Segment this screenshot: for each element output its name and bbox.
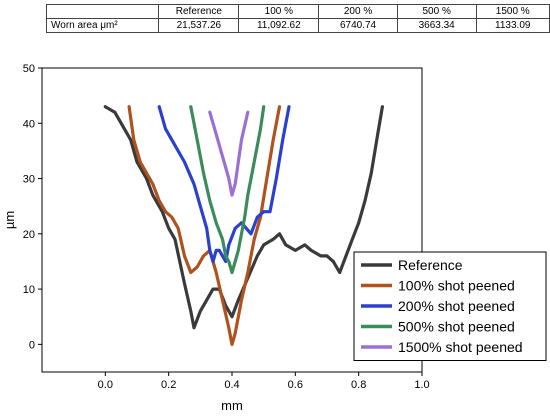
y-tick-label: 10 [23, 284, 35, 296]
table-cell: 11,092.62 [238, 18, 320, 33]
table-row-label: Worn area μm² [45, 18, 160, 33]
x-tick-label: 0.0 [98, 379, 113, 391]
legend-label: 1500% shot peened [398, 339, 523, 355]
y-tick-label: 40 [23, 118, 35, 130]
x-tick-label: 0.6 [288, 379, 303, 391]
table-cell: 1133.09 [475, 18, 550, 33]
series-line [157, 105, 291, 264]
legend-label: 100% shot peened [398, 278, 515, 294]
table-cell: 21,537.26 [158, 18, 240, 33]
series-line [189, 105, 266, 275]
y-tick-label: 20 [23, 229, 35, 241]
legend-label: 200% shot peened [398, 298, 515, 314]
y-axis-title: µm [2, 211, 17, 229]
x-tick-label: 0.2 [161, 379, 176, 391]
x-tick-label: 0.4 [224, 379, 239, 391]
x-tick-label: 0.8 [351, 379, 366, 391]
x-tick-label: 1.0 [414, 379, 429, 391]
legend-label: 500% shot peened [398, 319, 515, 335]
legend-label: Reference [398, 257, 463, 273]
y-tick-label: 0 [29, 339, 35, 351]
worn-area-table: Reference 100 % 200 % 500 % 1500 % Worn … [45, 4, 550, 33]
series-line [127, 105, 282, 346]
y-tick-label: 50 [23, 63, 35, 75]
table-cell: 3663.34 [396, 18, 477, 33]
series-line [208, 110, 250, 197]
x-axis-title: mm [221, 398, 243, 413]
table-row: Worn area μm² 21,537.26 11,092.62 6740.7… [45, 18, 550, 33]
y-tick-label: 30 [23, 174, 35, 186]
